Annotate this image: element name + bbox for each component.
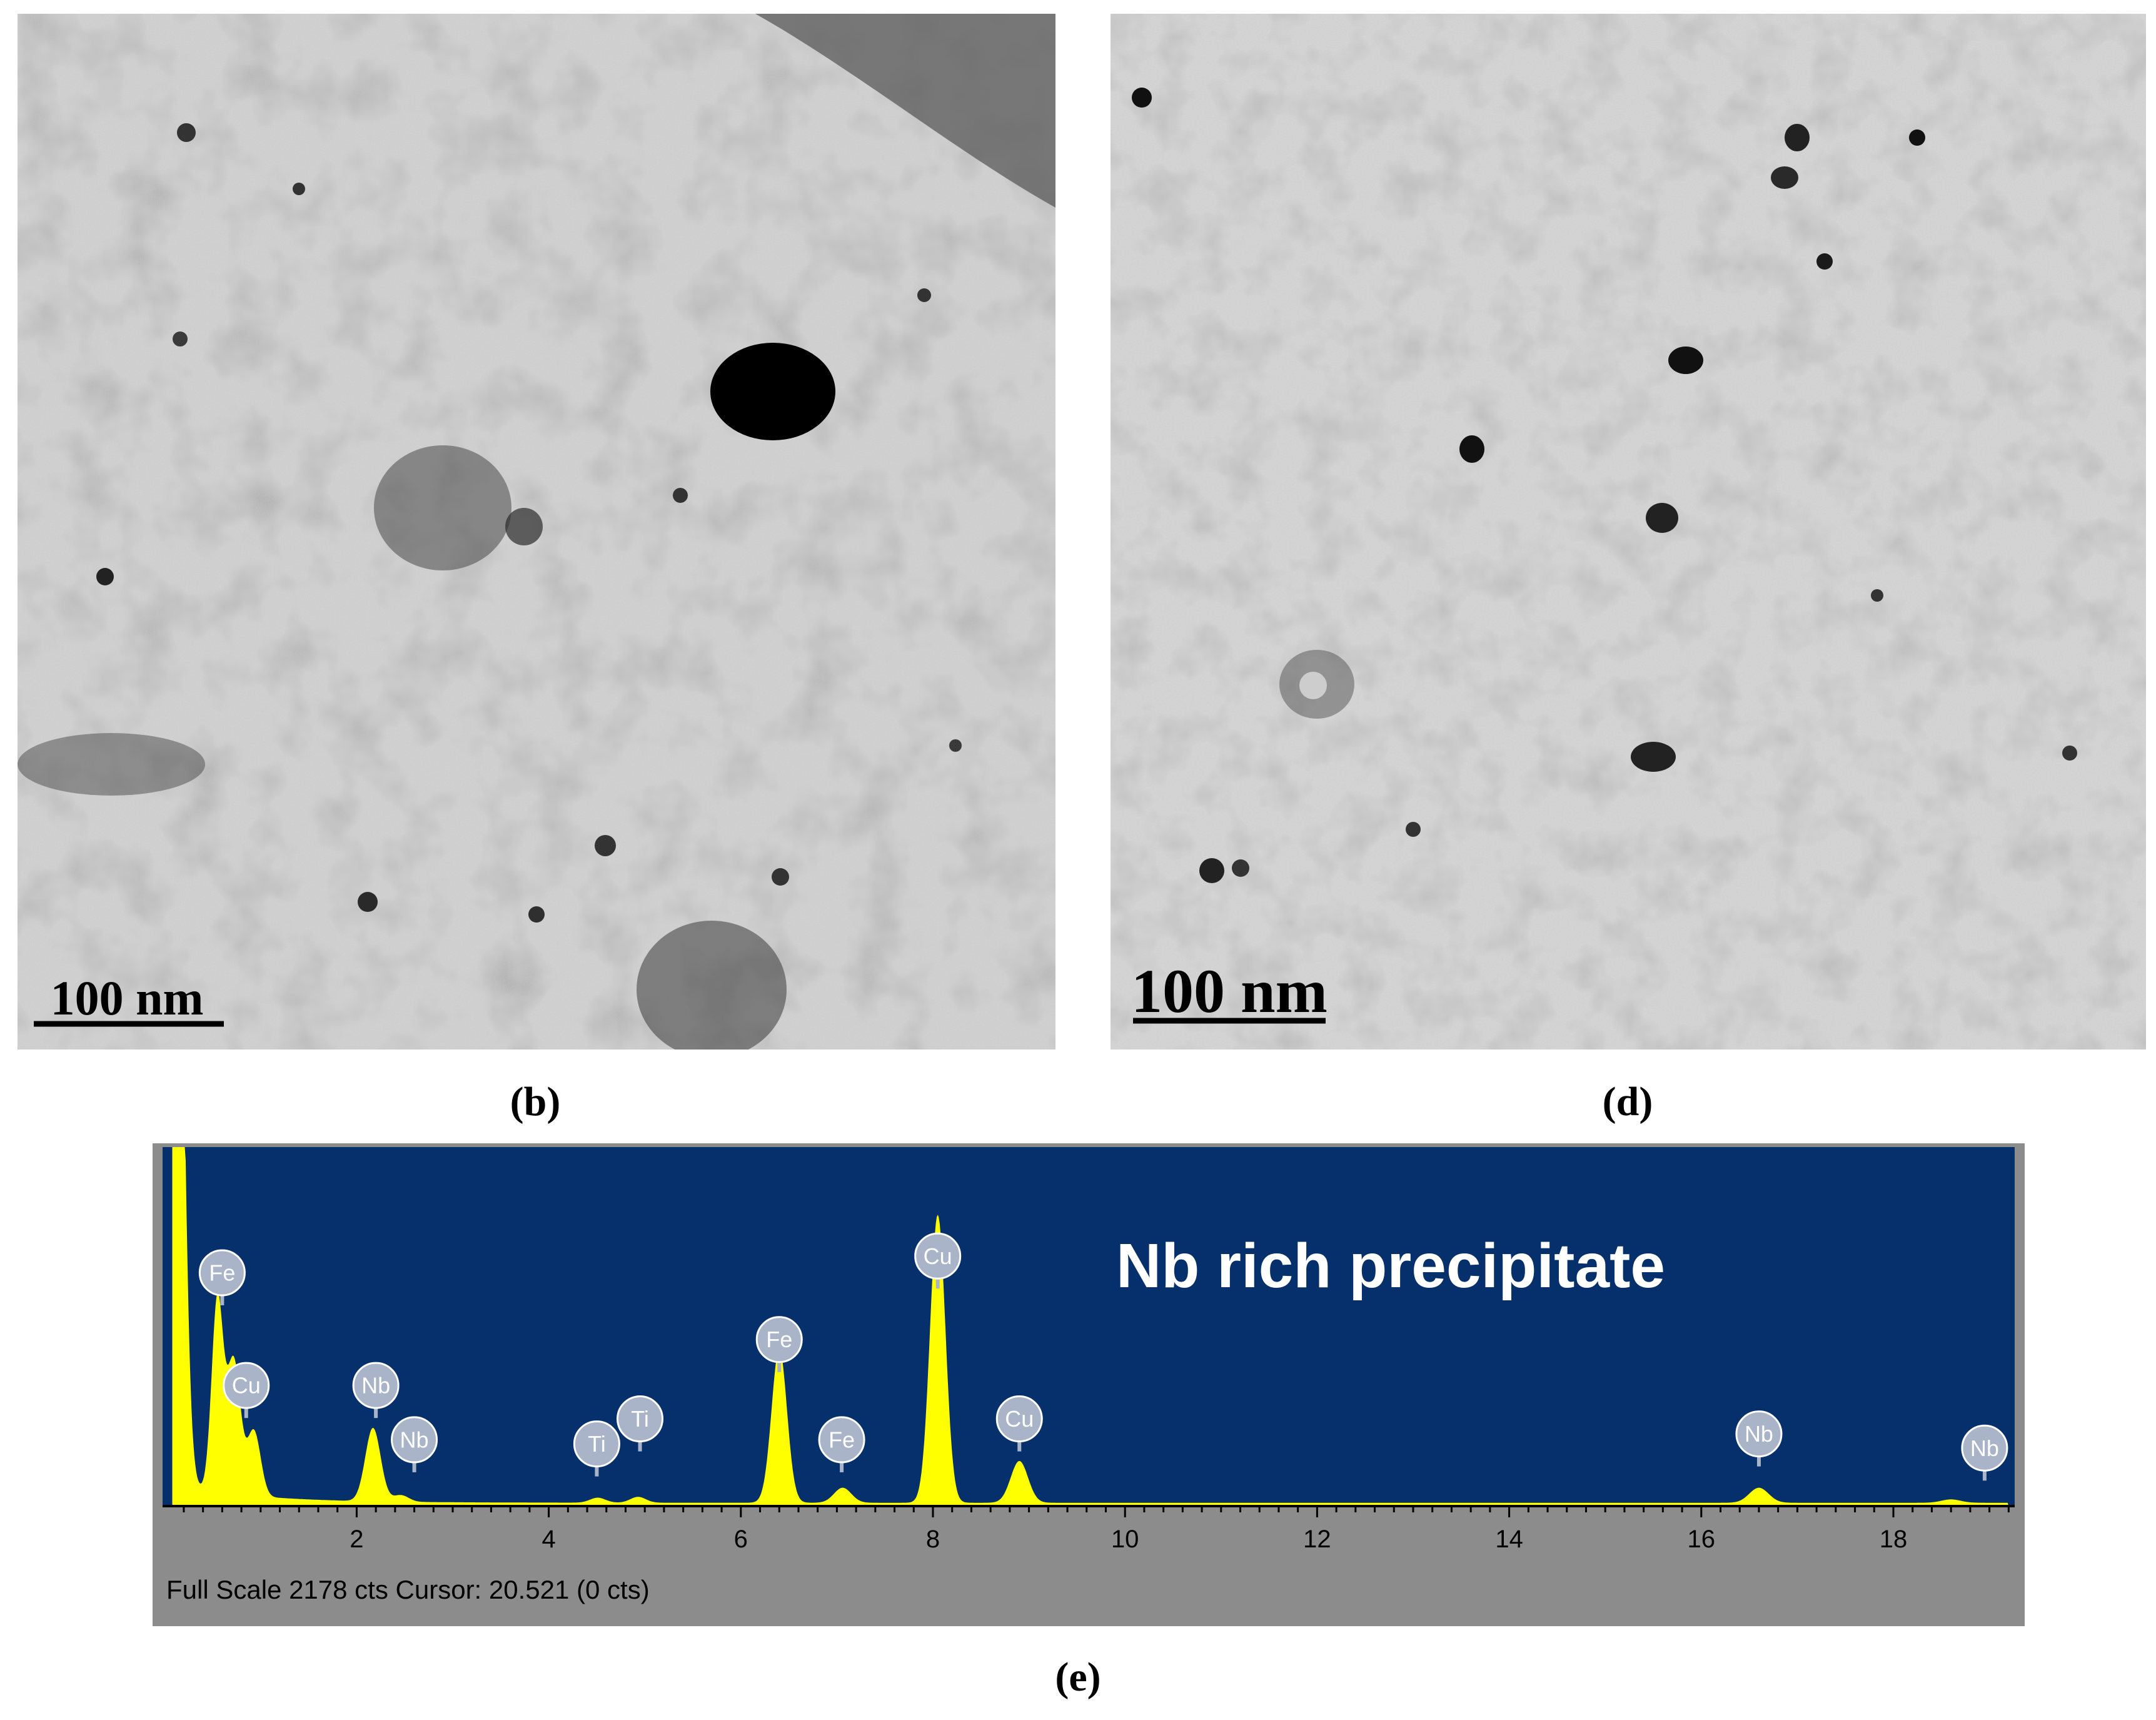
x-tick-label: 18: [1880, 1525, 1908, 1553]
cursor-counts-readout: (0 cts): [577, 1575, 650, 1604]
peak-marker-ti: Ti: [617, 1395, 664, 1452]
peak-marker-badge: [818, 1416, 865, 1464]
x-tick-label: 10: [1111, 1525, 1139, 1553]
peak-marker-cu: Cu: [995, 1395, 1043, 1452]
scale-bar-label-d: 100 nm: [1131, 956, 1327, 1026]
plot-background: [163, 1147, 2015, 1506]
peak-marker-badge: [1735, 1410, 1783, 1458]
peak-marker-nb: Nb: [1961, 1424, 2008, 1481]
peak-marker-label: Nb: [400, 1427, 429, 1452]
peak-marker-badge: [573, 1420, 620, 1468]
peak-marker-badge: [755, 1316, 803, 1363]
peak-marker-cu: Cu: [223, 1362, 270, 1419]
peak-markers: Fe Cu Nb Nb Ti Ti Fe Fe Cu Cu Nb Nb: [198, 1232, 2008, 1481]
tem-image-b: 100 nm: [18, 14, 1055, 1050]
peak-marker-nb: Nb: [352, 1362, 400, 1419]
peak-marker-label: Fe: [766, 1327, 792, 1352]
peak-marker-label: Cu: [924, 1243, 952, 1269]
peak-marker-nb: Nb: [1735, 1410, 1783, 1467]
cursor-readout: Cursor: 20.521: [395, 1575, 570, 1604]
peak-marker-fe: Fe: [198, 1249, 246, 1305]
x-tick-label: 6: [734, 1525, 748, 1553]
large-precipitate: [710, 343, 835, 440]
peak-marker-cu: Cu: [914, 1232, 962, 1289]
full-scale-readout: Full Scale 2178 cts: [166, 1575, 388, 1604]
peak-marker-label: Ti: [631, 1406, 649, 1432]
peak-marker-badge: [914, 1232, 962, 1280]
tem-micrograph-d: 100 nm: [1111, 14, 2146, 1050]
peak-marker-badge: [1961, 1424, 2008, 1472]
status-bar: Full Scale 2178 cts Cursor: 20.521 (0 ct…: [166, 1575, 650, 1605]
peak-marker-label: Cu: [232, 1373, 261, 1399]
peak-marker-label: Fe: [829, 1427, 855, 1452]
x-tick-label: 4: [542, 1525, 555, 1553]
panel-label-d: (d): [1602, 1079, 1653, 1125]
panel-label-b: (b): [510, 1079, 561, 1125]
x-tick-label: 8: [926, 1525, 940, 1553]
peak-marker-label: Nb: [1745, 1421, 1773, 1447]
chart-title: Nb rich precipitate: [1116, 1231, 1665, 1301]
peak-marker-ti: Ti: [573, 1420, 620, 1477]
peak-marker-label: Fe: [209, 1260, 235, 1285]
x-tick-label: 14: [1495, 1525, 1523, 1553]
peak-marker-badge: [617, 1395, 664, 1443]
peak-marker-fe: Fe: [755, 1316, 803, 1372]
x-tick-label: 12: [1303, 1525, 1331, 1553]
x-tick-label: 2: [350, 1525, 363, 1553]
peak-marker-fe: Fe: [818, 1416, 865, 1472]
eds-spectrum-panel: Fe Cu Nb Nb Ti Ti Fe Fe Cu Cu Nb Nb Nb rich precipi…: [153, 1143, 2025, 1626]
eds-spectrum-chart: Fe Cu Nb Nb Ti Ti Fe Fe Cu Cu Nb Nb Nb rich precipi…: [163, 1147, 2015, 1553]
peak-marker-label: Nb: [361, 1373, 390, 1399]
panel-label-e: (e): [1055, 1654, 1101, 1700]
peak-marker-badge: [352, 1362, 400, 1409]
membrane-edge: [755, 14, 1055, 208]
peak-marker-label: Nb: [1970, 1435, 1999, 1461]
x-axis-ticks: 2 4 6 8 10 12 14 16 18: [183, 1506, 2010, 1553]
peak-marker-label: Cu: [1005, 1406, 1034, 1432]
peak-marker-badge: [223, 1362, 270, 1409]
tem-image-d: 100 nm: [1111, 14, 2146, 1050]
scale-bar-label-b: 100 nm: [51, 971, 204, 1025]
tem-micrograph-b: 100 nm: [18, 14, 1055, 1050]
peak-marker-badge: [995, 1395, 1043, 1443]
peak-marker-badge: [391, 1416, 438, 1464]
peak-marker-nb: Nb: [391, 1416, 438, 1472]
peak-marker-badge: [198, 1249, 246, 1297]
x-tick-label: 16: [1688, 1525, 1716, 1553]
peak-marker-label: Ti: [588, 1431, 606, 1457]
